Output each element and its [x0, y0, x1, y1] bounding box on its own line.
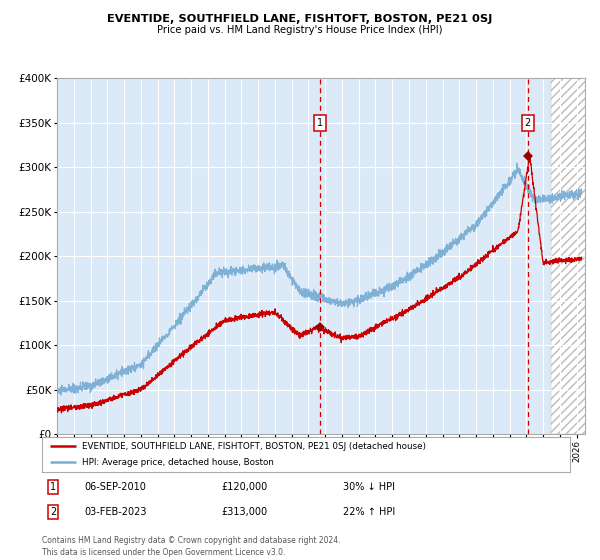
Text: 2: 2	[525, 118, 531, 128]
Text: 06-SEP-2010: 06-SEP-2010	[84, 482, 146, 492]
Text: 1: 1	[50, 482, 56, 492]
Text: 2: 2	[50, 507, 56, 517]
Text: EVENTIDE, SOUTHFIELD LANE, FISHTOFT, BOSTON, PE21 0SJ: EVENTIDE, SOUTHFIELD LANE, FISHTOFT, BOS…	[107, 14, 493, 24]
Text: Contains HM Land Registry data © Crown copyright and database right 2024.
This d: Contains HM Land Registry data © Crown c…	[42, 536, 341, 557]
Text: HPI: Average price, detached house, Boston: HPI: Average price, detached house, Bost…	[82, 458, 274, 466]
Text: £313,000: £313,000	[221, 507, 268, 517]
Text: 22% ↑ HPI: 22% ↑ HPI	[343, 507, 395, 517]
Text: Price paid vs. HM Land Registry's House Price Index (HPI): Price paid vs. HM Land Registry's House …	[157, 25, 443, 35]
Text: 1: 1	[317, 118, 323, 128]
Text: £120,000: £120,000	[221, 482, 268, 492]
Text: 30% ↓ HPI: 30% ↓ HPI	[343, 482, 395, 492]
Text: 03-FEB-2023: 03-FEB-2023	[84, 507, 147, 517]
Text: EVENTIDE, SOUTHFIELD LANE, FISHTOFT, BOSTON, PE21 0SJ (detached house): EVENTIDE, SOUTHFIELD LANE, FISHTOFT, BOS…	[82, 442, 425, 451]
